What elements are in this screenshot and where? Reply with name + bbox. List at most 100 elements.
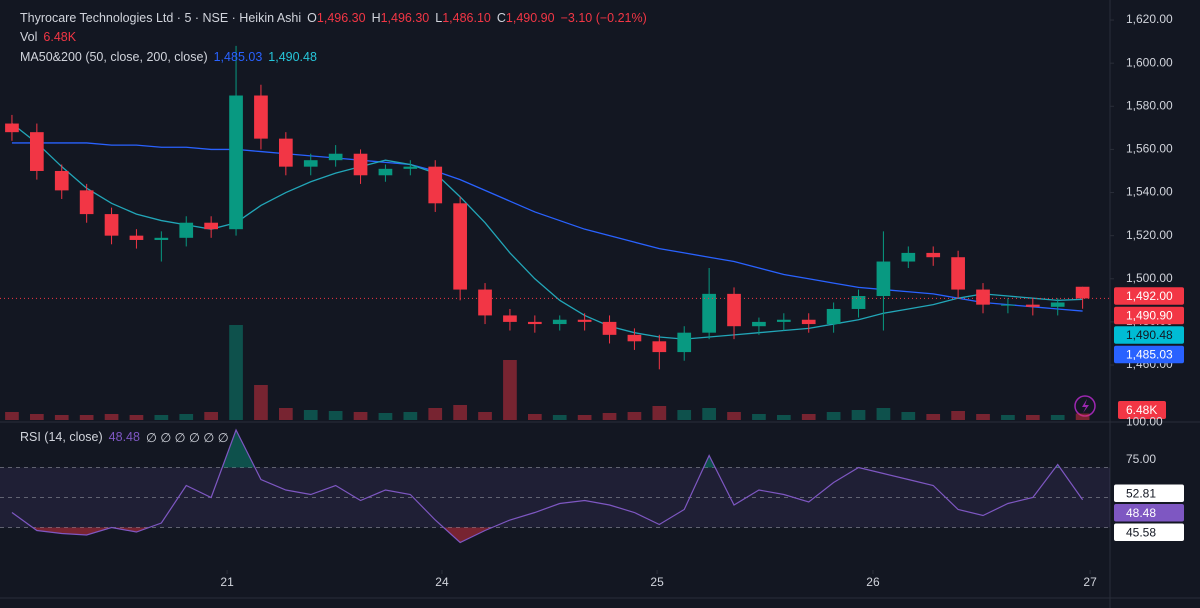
candle-body [851,296,866,309]
candle-body [926,252,941,258]
axis-tag [1114,345,1184,364]
rsi-label[interactable]: RSI (14, close) [20,430,103,444]
ohlc-value: 1,496.30 [380,11,430,25]
volume-bar [179,414,194,420]
volume-bar [254,385,268,420]
x-tick-label: 21 [220,575,234,589]
candle-body [204,222,218,230]
candle-body [652,341,667,353]
volume-bar [328,411,343,420]
ma-value: 1,490.48 [268,50,317,64]
volume-bar [776,415,791,420]
legend-row: MA50&200 (50, close, 200, close) 1,485.0… [20,50,317,64]
axis-tag [1114,326,1184,344]
legend-row: Thyrocare Technologies Ltd · 5 · NSE · H… [20,11,647,25]
candle-body [1050,302,1065,307]
moving-average [11,142,1083,312]
rsi-tick-label: 100.00 [1126,415,1163,429]
volume-bar [552,415,567,420]
rsi-line [11,428,1084,544]
candle-body [129,235,144,240]
candle-body [328,153,343,161]
candle-body [79,190,94,215]
ohlc-value: 1,490.90 [505,11,555,25]
volume-bar [428,408,443,420]
y-tick-label: 1,560.00 [1126,142,1173,156]
volume-bar [976,414,990,420]
candle-body [1001,304,1015,306]
volume-bar [752,414,766,420]
volume-bar [403,412,418,420]
candle-body [752,321,766,327]
candle-body [677,332,692,353]
volume-bar [79,415,94,420]
x-tick-label: 24 [435,575,449,589]
axis-tag-label: 1,492.00 [1126,289,1173,303]
candle-body [776,319,791,322]
axis-tag [1114,484,1184,503]
volume-bar [30,414,44,420]
ohlc-label: O [307,11,317,25]
rsi-value: 48.48 [108,430,140,444]
axis-tag-label: 48.48 [1126,506,1156,520]
candle-body [5,123,19,133]
axis-tag [1114,287,1184,305]
candle-body [901,252,916,262]
volume-bar [1050,415,1065,420]
volume-bar [129,415,144,420]
volume-bar [652,406,667,420]
rsi-tick-label: 75.00 [1126,452,1156,466]
volume-bar [303,410,318,420]
ohlc-label: H [371,11,381,25]
candle-body [503,315,517,322]
volume-bar [204,412,218,420]
volume-bar [5,412,19,420]
volume-bar [926,414,941,420]
axis-tag-label: 1,490.90 [1126,309,1173,323]
volume-bar [602,413,617,420]
y-tick-label: 1,580.00 [1126,98,1173,112]
legend-row: Vol 6.48K [20,30,76,44]
vol-label[interactable]: Vol [20,30,38,44]
volume-bar [801,414,816,420]
volume-bar [453,405,467,420]
candle-body [378,168,393,176]
volume-bar [851,410,866,420]
ohlc-value: 1,486.10 [442,11,491,25]
ohlc-label: C [496,11,506,25]
rsi-extra: ∅ ∅ ∅ ∅ ∅ ∅ [145,431,229,445]
x-tick-label: 25 [650,575,664,589]
volume-bar [577,415,592,420]
volume-bar [503,360,517,420]
candle-body [976,289,990,305]
volume-bar [1075,413,1090,420]
ma-value: 1,485.03 [213,50,263,64]
candle-body [254,95,268,139]
axis-tag-label: 45.58 [1126,525,1156,539]
candle-body [577,319,592,322]
change: −3.10 (−0.21%) [560,11,647,25]
volume-bar [826,412,841,420]
axis-tag [1114,504,1184,522]
candle-body [54,170,69,191]
volume-bar [951,411,965,420]
axis-tag-label: 1,485.03 [1126,348,1173,362]
volume-bar [1001,415,1015,420]
axis-tag-label: 52.81 [1126,486,1156,500]
ohlc-value: 1,496.30 [316,11,366,25]
volume-tag [1118,401,1166,419]
candle-body [229,95,243,230]
x-tick-label: 27 [1083,575,1097,589]
vol-value: 6.48K [43,30,77,44]
candle-body [478,289,492,316]
ma-label[interactable]: MA50&200 (50, close, 200, close) [20,50,208,64]
candle-body [104,214,119,236]
y-tick-label: 1,620.00 [1126,12,1173,26]
symbol[interactable]: Thyrocare Technologies Ltd · 5 · NSE · H… [20,11,302,25]
candle-body [727,293,741,327]
volume-bar [154,415,169,420]
candle-body [278,138,293,167]
y-tick-label: 1,540.00 [1126,185,1173,199]
volume-bar [1025,415,1040,420]
